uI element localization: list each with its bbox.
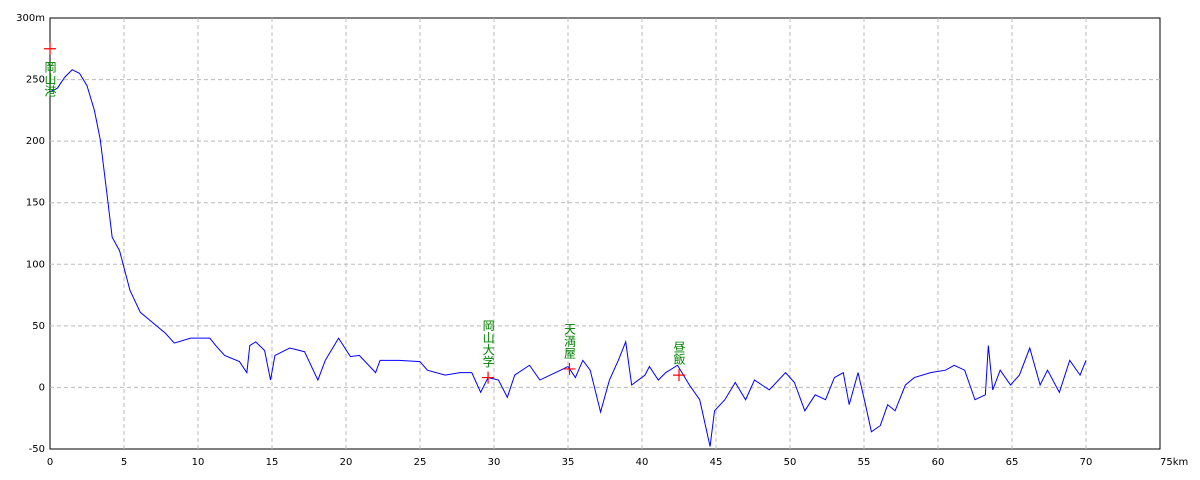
x-tick-label: 15 bbox=[266, 457, 279, 468]
waypoint-marker bbox=[673, 369, 685, 382]
y-tick-label: 300m bbox=[16, 13, 45, 24]
waypoint-label: 昼飯 bbox=[672, 341, 686, 365]
x-tick-label: 70 bbox=[1080, 457, 1093, 468]
x-tick-label: 35 bbox=[562, 457, 575, 468]
waypoint-marker bbox=[44, 42, 56, 55]
elevation-line bbox=[49, 69, 1087, 447]
x-tick-label: 20 bbox=[340, 457, 353, 468]
x-tick-label: 60 bbox=[932, 457, 945, 468]
y-tick-label: 100 bbox=[26, 259, 45, 270]
x-tick-label: 45 bbox=[710, 457, 723, 468]
x-tick-label: 5 bbox=[121, 457, 127, 468]
x-tick-label: 40 bbox=[636, 457, 649, 468]
waypoint-label: 岡山大学 bbox=[481, 320, 495, 368]
x-tick-label: 25 bbox=[414, 457, 427, 468]
x-tick-label: 30 bbox=[488, 457, 501, 468]
waypoint-marker bbox=[563, 362, 576, 375]
x-tick-label: 10 bbox=[192, 457, 205, 468]
x-tick-label: 55 bbox=[858, 457, 871, 468]
y-tick-label: 0 bbox=[39, 382, 45, 393]
waypoint-marker bbox=[482, 371, 495, 384]
x-tick-label: 0 bbox=[47, 457, 53, 468]
y-tick-label: 50 bbox=[32, 321, 45, 332]
y-tick-label: 200 bbox=[26, 136, 45, 147]
x-tick-label: 65 bbox=[1006, 457, 1019, 468]
x-tick-label: 75km bbox=[1160, 457, 1188, 468]
y-tick-label: 250 bbox=[26, 75, 45, 86]
y-tick-label: 150 bbox=[26, 198, 45, 209]
y-tick-label: -50 bbox=[29, 444, 45, 455]
waypoint-label: 岡山港 bbox=[43, 61, 57, 97]
x-tick-label: 50 bbox=[784, 457, 797, 468]
plot-frame bbox=[49, 17, 1161, 450]
waypoint-label: 天満屋 bbox=[562, 323, 576, 360]
